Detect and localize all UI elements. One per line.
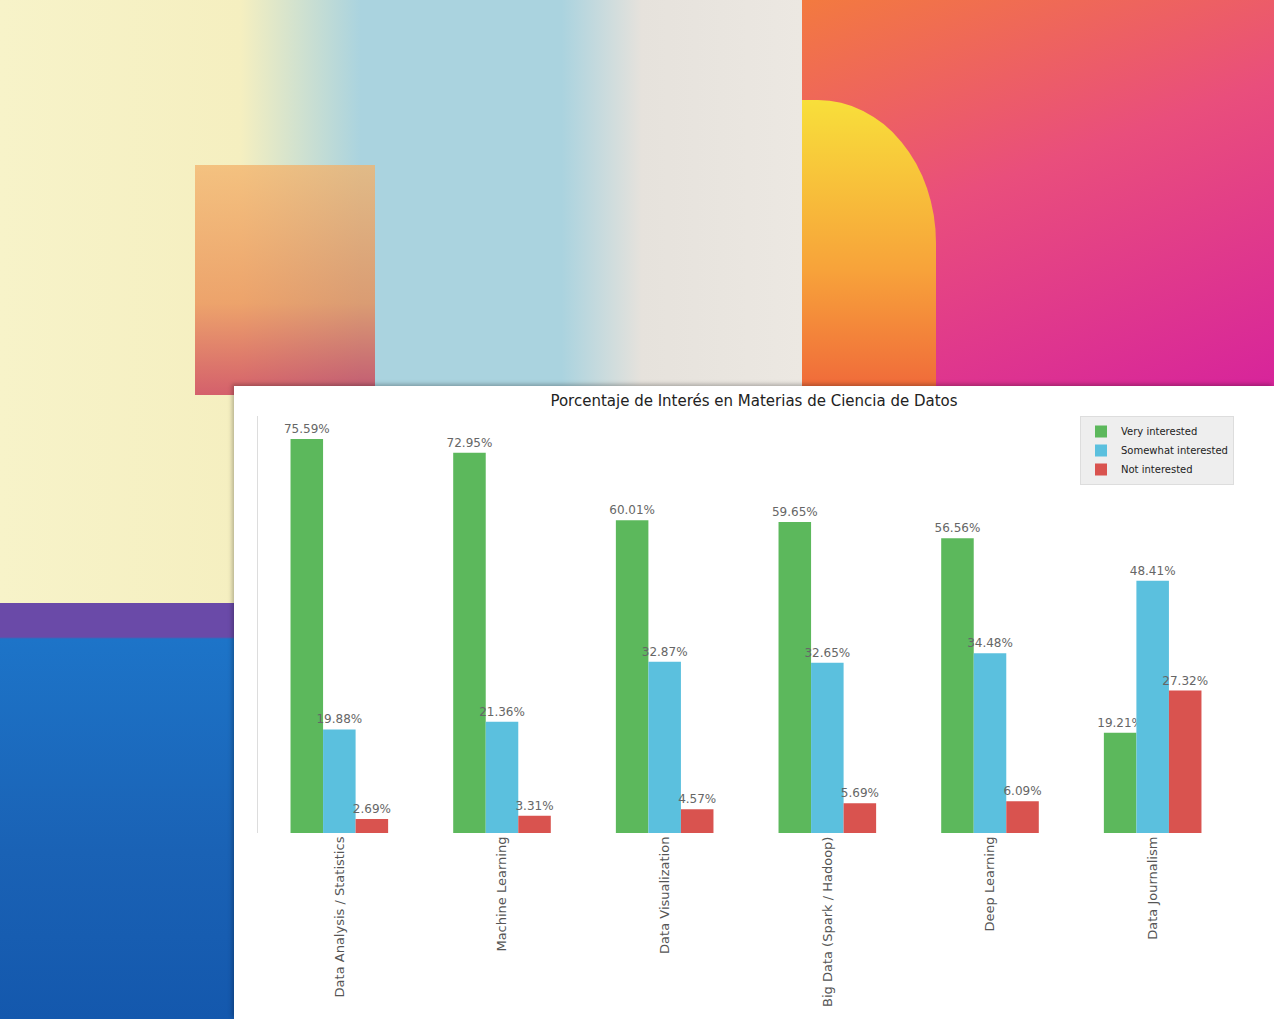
svg-text:48.41%: 48.41%	[1130, 564, 1176, 578]
svg-text:5.69%: 5.69%	[841, 786, 879, 800]
svg-text:3.31%: 3.31%	[515, 799, 553, 813]
svg-text:19.88%: 19.88%	[316, 712, 362, 726]
svg-text:2.69%: 2.69%	[353, 802, 391, 816]
svg-text:4.57%: 4.57%	[678, 792, 716, 806]
svg-text:59.65%: 59.65%	[772, 505, 818, 519]
svg-text:Data Journalism: Data Journalism	[1145, 837, 1160, 940]
svg-text:Machine Learning: Machine Learning	[494, 837, 509, 952]
svg-text:75.59%: 75.59%	[284, 422, 330, 436]
svg-text:56.56%: 56.56%	[935, 521, 981, 535]
svg-text:21.36%: 21.36%	[479, 705, 525, 719]
svg-text:Data Visualization: Data Visualization	[657, 837, 672, 954]
svg-text:34.48%: 34.48%	[967, 636, 1013, 650]
svg-text:27.32%: 27.32%	[1162, 674, 1208, 688]
svg-text:32.65%: 32.65%	[804, 646, 850, 660]
svg-text:Data Analysis / Statistics: Data Analysis / Statistics	[332, 836, 347, 997]
svg-text:Not interested: Not interested	[1121, 464, 1193, 475]
svg-text:32.87%: 32.87%	[642, 645, 688, 659]
svg-text:Deep Learning: Deep Learning	[982, 837, 997, 932]
svg-text:72.95%: 72.95%	[447, 436, 493, 450]
svg-text:Big Data (Spark / Hadoop): Big Data (Spark / Hadoop)	[820, 837, 835, 1007]
svg-text:19.21%: 19.21%	[1097, 716, 1143, 730]
svg-text:Somewhat interested: Somewhat interested	[1121, 445, 1228, 456]
svg-text:Porcentaje de Interés en Mater: Porcentaje de Interés en Materias de Cie…	[550, 392, 957, 410]
svg-text:6.09%: 6.09%	[1003, 784, 1041, 798]
svg-text:Very interested: Very interested	[1121, 426, 1197, 437]
svg-text:60.01%: 60.01%	[609, 503, 655, 517]
